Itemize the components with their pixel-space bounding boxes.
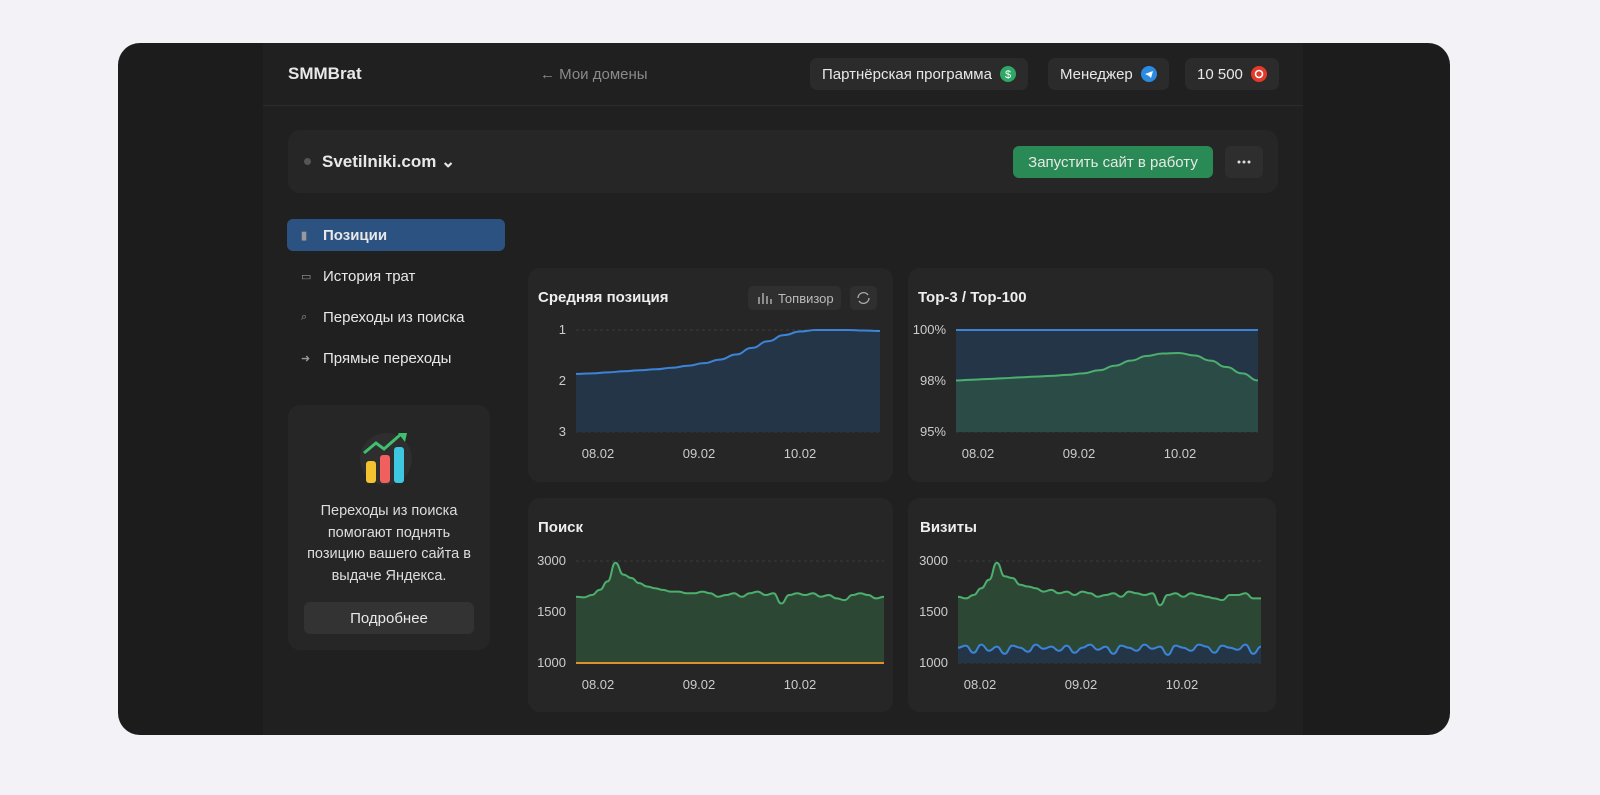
y-tick-label: 1 [559,322,566,337]
label: Менеджер [1060,65,1133,83]
x-tick-label: 10.02 [784,677,817,692]
more-button[interactable] [1225,146,1263,178]
chart-title: Визиты [920,519,977,536]
label: Svetilniki.com [322,152,437,171]
x-tick-label: 09.02 [683,677,716,692]
x-tick-label: 08.02 [582,677,615,692]
promo-card: Переходы из поиска помогают поднять пози… [288,405,490,650]
logo[interactable]: SMMBrat [288,64,362,83]
nav-item[interactable]: ▮ Позиции [287,219,505,251]
x-tick-label: 09.02 [1063,446,1096,461]
nav-item[interactable]: ⌕ Переходы из поиска [287,301,505,333]
icon [1250,66,1267,82]
svg-text:$: $ [1005,69,1011,81]
promo-text: Переходы из поиска помогают поднять пози… [307,503,471,584]
x-tick-label: 08.02 [582,446,615,461]
manager-button[interactable]: Менеджер [1048,58,1169,90]
nav-label: Переходы из поиска [323,308,465,326]
balance-button[interactable]: 10 500 [1185,58,1279,90]
area-fill [958,644,1261,663]
x-tick-label: 10.02 [784,446,817,461]
y-tick-label: 100% [913,322,947,337]
area-fill [956,352,1258,432]
x-tick-label: 09.02 [683,446,716,461]
x-tick-label: 10.02 [1166,677,1199,692]
y-tick-label: 98% [920,373,946,388]
nav-icon: ⌕ [301,310,308,323]
divider [263,105,1303,106]
icon [1237,160,1251,164]
promo-icon [360,433,412,485]
y-tick-label: 1000 [919,655,948,670]
line [575,329,881,375]
nav-label: Позиции [323,226,388,244]
line [957,643,1262,656]
nav-icon: ▭ [301,270,312,283]
x-tick-label: 08.02 [962,446,995,461]
chart-title: Средняя позиция [538,289,669,306]
label: Партнёрская программа [822,65,992,83]
y-tick-label: 3 [559,424,566,439]
nav-label: Прямые переходы [323,349,452,367]
domain-select[interactable]: Svetilniki.com ⌄ [322,152,456,171]
x-tick-label: 08.02 [964,677,997,692]
icon [758,293,772,304]
launch-button[interactable]: Запустить сайт в работу [1013,146,1213,178]
y-tick-label: 2 [559,373,566,388]
chart-title: Top-3 / Top-100 [918,289,1027,306]
label: Топвизор [778,290,834,306]
y-tick-label: 3000 [537,553,566,568]
nav-item[interactable]: ▭ История трат [287,260,505,292]
status-dot [304,158,311,165]
chart-title: Поиск [538,519,584,536]
line [955,351,1259,382]
back-link[interactable]: ← Мои домены [540,66,648,83]
line [957,561,1261,607]
refresh-button[interactable] [850,286,877,310]
nav-icon: ▮ [301,229,308,242]
y-tick-label: 95% [920,424,946,439]
sidebar: ▮ Позиции ▭ История трат ⌕ Переходы из поиска… [287,219,505,374]
y-tick-label: 3000 [919,553,948,568]
area-fill [576,562,884,663]
promo-button[interactable]: Подробнее [304,602,474,634]
x-tick-label: 10.02 [1164,446,1197,461]
y-tick-label: 1500 [537,604,566,619]
line [575,561,885,605]
partner-button[interactable]: Партнёрская программа $ [810,58,1028,90]
source-button[interactable]: Топвизор [748,286,841,310]
y-tick-label: 1500 [919,604,948,619]
icon [1140,66,1157,82]
area-fill [576,330,880,432]
y-tick-label: 1000 [537,655,566,670]
nav-icon: ➜ [301,352,311,365]
nav-item[interactable]: ➜ Прямые переходы [287,342,505,374]
nav-label: История трат [323,267,416,285]
label: 10 500 [1197,65,1243,83]
x-tick-label: 09.02 [1065,677,1098,692]
icon: $ [999,66,1016,82]
icon [857,291,870,305]
area-fill [958,562,1261,663]
